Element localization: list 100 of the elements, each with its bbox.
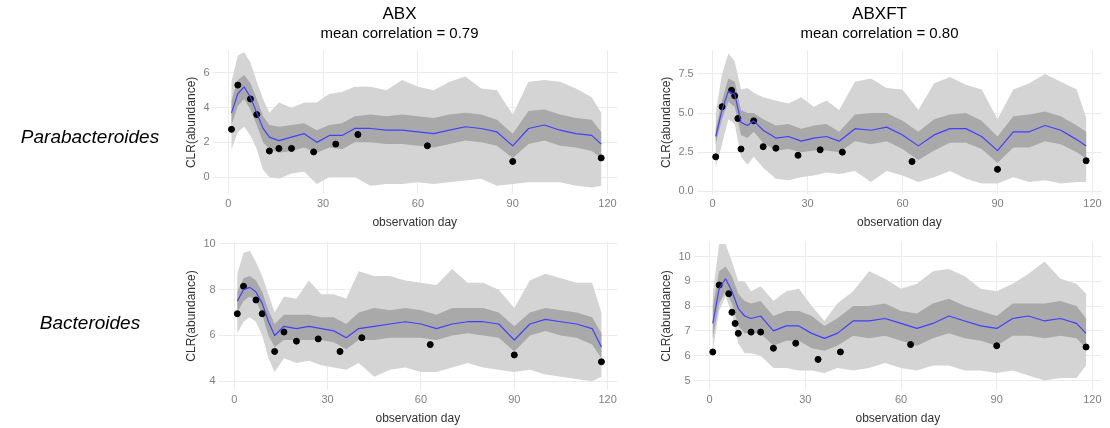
point — [310, 148, 318, 156]
y-axis-title: CLR(abundance) — [658, 76, 673, 169]
y-tick-label: 5.0 — [678, 106, 694, 119]
point — [1082, 343, 1090, 351]
y-tick-label: 0.0 — [678, 184, 694, 197]
point — [336, 347, 344, 355]
x-tick-label: 0 — [231, 393, 238, 406]
point — [252, 296, 260, 304]
point — [772, 144, 780, 152]
point — [993, 342, 1001, 350]
x-tick-label: 30 — [801, 197, 814, 210]
x-tick-label: 60 — [894, 393, 908, 406]
x-tick-label: 0 — [225, 197, 232, 210]
point — [354, 131, 362, 139]
point — [240, 282, 248, 290]
point — [838, 148, 846, 156]
y-tick-label: 8 — [209, 282, 216, 295]
point — [314, 335, 322, 343]
y-tick-label: 10 — [203, 236, 216, 249]
y-tick-label: 5 — [684, 373, 691, 386]
point — [907, 341, 915, 349]
point — [814, 355, 822, 363]
x-tick-label: 120 — [1083, 393, 1102, 406]
x-tick-label: 120 — [1083, 197, 1102, 210]
x-tick-label: 0 — [706, 393, 713, 406]
chart-subtitle: mean correlation = 0.80 — [800, 23, 959, 41]
y-axis-title: CLR(abundance) — [183, 270, 198, 362]
y-tick-label: 10 — [678, 249, 691, 262]
y-tick-label: 7.5 — [678, 66, 694, 79]
point — [709, 348, 717, 356]
point — [757, 328, 765, 336]
x-tick-label: 90 — [506, 197, 519, 210]
point — [597, 154, 605, 162]
y-tick-label: 6 — [203, 65, 210, 78]
point — [509, 157, 517, 165]
point — [597, 358, 605, 366]
y-tick-label: 4 — [209, 374, 216, 387]
point — [737, 145, 745, 153]
x-tick-label: 90 — [508, 393, 521, 406]
x-axis-title: observation day — [855, 411, 941, 426]
point — [234, 81, 242, 89]
point — [265, 147, 273, 155]
point — [816, 146, 824, 154]
point — [275, 144, 283, 152]
point — [747, 328, 755, 336]
point — [792, 339, 800, 347]
y-axis-title: CLR(abundance) — [658, 270, 673, 362]
y-axis-title: CLR(abundance) — [183, 76, 198, 169]
y-tick-label: 2.5 — [678, 145, 694, 158]
x-tick-label: 60 — [411, 197, 425, 210]
x-axis-title: observation day — [856, 215, 942, 230]
x-tick-label: 60 — [896, 197, 909, 210]
point — [258, 310, 266, 318]
point — [280, 328, 288, 336]
x-tick-label: 30 — [316, 197, 330, 210]
point — [725, 290, 733, 298]
x-tick-label: 60 — [414, 393, 428, 406]
y-tick-label: 0 — [203, 170, 210, 183]
x-tick-label: 120 — [598, 393, 617, 406]
y-tick-label: 2 — [203, 135, 210, 148]
x-tick-label: 30 — [321, 393, 334, 406]
point — [423, 142, 431, 150]
text: Parabacteroides — [19, 126, 161, 148]
point — [288, 144, 296, 152]
point — [759, 143, 767, 151]
y-tick-label: 6 — [684, 348, 691, 361]
point — [510, 351, 518, 359]
point — [227, 125, 235, 133]
x-axis-title: observation day — [375, 411, 461, 426]
chart-title: ABX — [382, 3, 417, 23]
chart-title: ABXFT — [852, 3, 907, 23]
point — [734, 329, 742, 337]
point — [731, 319, 739, 327]
point — [233, 310, 241, 318]
point — [994, 165, 1002, 173]
point — [728, 308, 736, 316]
x-tick-label: 90 — [991, 197, 1004, 210]
point — [271, 347, 279, 355]
point — [712, 153, 720, 161]
y-tick-label: 7 — [684, 323, 691, 336]
y-tick-label: 6 — [209, 328, 216, 341]
x-tick-label: 0 — [709, 197, 716, 210]
y-tick-label: 8 — [684, 299, 691, 312]
point — [908, 158, 916, 166]
text: Bacteroides — [38, 312, 142, 334]
x-tick-label: 120 — [598, 197, 617, 210]
y-tick-label: 4 — [203, 100, 210, 113]
point — [358, 334, 366, 342]
point — [332, 140, 340, 148]
y-tick-label: 9 — [684, 274, 691, 287]
point — [292, 337, 300, 345]
point — [1082, 157, 1090, 165]
point — [794, 151, 802, 159]
chart-subtitle: mean correlation = 0.79 — [320, 23, 479, 41]
x-axis-title: observation day — [372, 215, 458, 230]
point — [836, 348, 844, 356]
point — [769, 344, 777, 352]
x-tick-label: 30 — [799, 393, 812, 406]
point — [426, 341, 434, 349]
x-tick-label: 90 — [990, 393, 1003, 406]
